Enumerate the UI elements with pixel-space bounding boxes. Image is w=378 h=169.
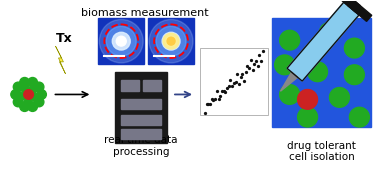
Point — [255, 65, 261, 67]
Circle shape — [280, 30, 300, 50]
Text: Tx: Tx — [56, 32, 72, 45]
Point — [207, 103, 213, 106]
Circle shape — [308, 62, 327, 82]
Circle shape — [21, 85, 29, 93]
Circle shape — [344, 38, 364, 58]
Circle shape — [28, 102, 37, 111]
Point — [214, 90, 220, 92]
Bar — [272, 18, 371, 127]
Text: biomass measurement: biomass measurement — [81, 8, 209, 18]
Point — [219, 89, 225, 92]
Bar — [143, 80, 161, 91]
Circle shape — [330, 88, 349, 107]
Circle shape — [344, 65, 364, 85]
Point — [226, 85, 232, 88]
Point — [248, 59, 254, 62]
Circle shape — [99, 19, 143, 63]
Polygon shape — [336, 0, 372, 21]
Circle shape — [106, 26, 136, 56]
Point — [204, 103, 210, 106]
Bar — [200, 48, 268, 115]
Circle shape — [37, 90, 46, 99]
Circle shape — [116, 36, 126, 46]
Circle shape — [13, 82, 23, 92]
Circle shape — [167, 37, 175, 45]
Point — [232, 81, 239, 83]
Circle shape — [34, 82, 44, 92]
Polygon shape — [287, 2, 359, 81]
Point — [215, 98, 222, 101]
Point — [246, 67, 252, 69]
Text: drug tolerant
cell isolation: drug tolerant cell isolation — [287, 141, 356, 162]
Bar — [121, 115, 161, 125]
Point — [256, 54, 262, 56]
Text: real time data
processing: real time data processing — [104, 135, 178, 157]
Polygon shape — [348, 0, 360, 12]
Point — [205, 103, 211, 106]
Point — [217, 95, 223, 98]
Point — [258, 60, 264, 63]
Circle shape — [275, 55, 294, 75]
Circle shape — [29, 86, 37, 93]
Bar — [121, 80, 139, 91]
Point — [228, 79, 234, 82]
Point — [234, 73, 240, 76]
Point — [253, 60, 259, 63]
Circle shape — [24, 90, 33, 99]
Point — [229, 85, 235, 87]
Circle shape — [112, 32, 130, 50]
Circle shape — [297, 90, 318, 109]
Bar — [115, 72, 167, 143]
Circle shape — [31, 93, 39, 101]
Circle shape — [319, 22, 339, 42]
Point — [209, 97, 215, 100]
Bar — [148, 18, 194, 64]
Circle shape — [13, 97, 23, 107]
Point — [251, 62, 257, 65]
Point — [222, 90, 228, 93]
Point — [236, 83, 242, 85]
Circle shape — [20, 102, 29, 111]
Circle shape — [11, 90, 20, 99]
Point — [231, 82, 237, 84]
Circle shape — [20, 78, 29, 87]
Circle shape — [280, 85, 300, 104]
Circle shape — [149, 19, 193, 63]
Circle shape — [28, 78, 37, 87]
Circle shape — [156, 26, 186, 56]
Point — [243, 71, 249, 74]
Circle shape — [34, 97, 44, 107]
Point — [260, 50, 266, 52]
Point — [211, 99, 217, 101]
Circle shape — [297, 107, 318, 127]
Bar — [121, 99, 161, 109]
Point — [249, 69, 256, 72]
Circle shape — [166, 36, 176, 46]
Circle shape — [18, 92, 26, 100]
Circle shape — [349, 107, 369, 127]
Point — [241, 80, 247, 82]
Point — [202, 112, 208, 114]
Bar — [98, 18, 144, 64]
Point — [212, 97, 218, 100]
Point — [238, 76, 244, 79]
Point — [221, 89, 227, 92]
Circle shape — [24, 97, 32, 105]
Circle shape — [162, 32, 180, 50]
Polygon shape — [280, 72, 297, 91]
Point — [224, 86, 230, 89]
Point — [245, 65, 251, 67]
Point — [239, 73, 245, 75]
Circle shape — [163, 33, 179, 49]
Polygon shape — [56, 46, 65, 74]
Bar — [121, 129, 161, 139]
